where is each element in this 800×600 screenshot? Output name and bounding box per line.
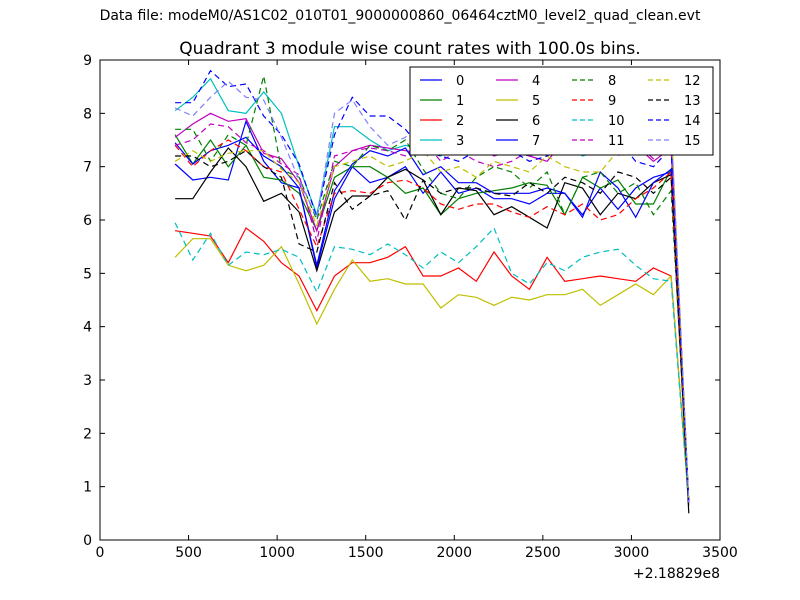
y-tick-label: 8 bbox=[83, 106, 92, 122]
y-tick-label: 3 bbox=[83, 373, 92, 389]
series-line-12 bbox=[174, 119, 690, 503]
plot-frame bbox=[99, 59, 721, 541]
x-axis: 0 500 1000 1500 2000 2500 3000 3500 bbox=[96, 60, 738, 561]
series-line-8 bbox=[175, 75, 690, 503]
y-tick-label: 1 bbox=[83, 480, 92, 496]
series-line-5 bbox=[174, 238, 690, 503]
series-line-6 bbox=[175, 147, 690, 514]
legend-label-5: 5 bbox=[532, 94, 540, 109]
series-line-2 bbox=[175, 227, 690, 503]
y-tick-label: 4 bbox=[83, 320, 92, 336]
series-line-0 bbox=[174, 119, 690, 503]
legend-label-0: 0 bbox=[456, 74, 464, 89]
legend-label-6: 6 bbox=[532, 114, 540, 129]
legend-label-1: 1 bbox=[456, 94, 464, 109]
legend-label-15: 15 bbox=[684, 134, 701, 149]
series-line-10 bbox=[174, 222, 690, 503]
legend-frame bbox=[409, 66, 714, 156]
x-tick-label: 3500 bbox=[702, 545, 738, 561]
legend-label-7: 7 bbox=[532, 134, 540, 149]
legend-label-8: 8 bbox=[608, 74, 616, 89]
legend-label-12: 12 bbox=[684, 74, 701, 89]
chart-title: Quadrant 3 module wise count rates with … bbox=[179, 39, 640, 59]
legend-label-3: 3 bbox=[456, 134, 464, 149]
legend-label-13: 13 bbox=[684, 94, 701, 109]
x-tick-label: 0 bbox=[96, 545, 105, 561]
legend-label-4: 4 bbox=[532, 74, 540, 89]
series-line-4 bbox=[174, 112, 690, 503]
y-tick-label: 5 bbox=[83, 266, 92, 282]
legend-label-2: 2 bbox=[456, 114, 464, 129]
x-offset-label: +2.18829e8 bbox=[633, 566, 720, 582]
legend-label-9: 9 bbox=[608, 94, 616, 109]
x-tick-label: 1500 bbox=[348, 545, 384, 561]
x-tick-label: 3000 bbox=[614, 545, 650, 561]
x-tick-label: 1000 bbox=[259, 545, 295, 561]
x-tick-label: 2500 bbox=[525, 545, 561, 561]
series-line-13 bbox=[175, 149, 690, 509]
y-tick-label: 6 bbox=[83, 213, 92, 229]
legend-label-14: 14 bbox=[684, 114, 701, 129]
legend-label-10: 10 bbox=[608, 114, 625, 129]
data-file-suptitle: Data file: modeM0/AS1C02_010T01_90000008… bbox=[99, 8, 701, 24]
y-tick-label: 2 bbox=[83, 426, 92, 442]
series-line-7 bbox=[174, 136, 690, 503]
legend-label-11: 11 bbox=[608, 134, 625, 149]
x-tick-label: 2000 bbox=[436, 545, 472, 561]
y-tick-label: 9 bbox=[83, 53, 92, 69]
series-line-9 bbox=[174, 139, 690, 503]
y-tick-label: 0 bbox=[83, 533, 92, 549]
series-line-1 bbox=[174, 134, 690, 503]
x-tick-label: 500 bbox=[175, 545, 202, 561]
y-tick-label: 7 bbox=[83, 160, 92, 176]
